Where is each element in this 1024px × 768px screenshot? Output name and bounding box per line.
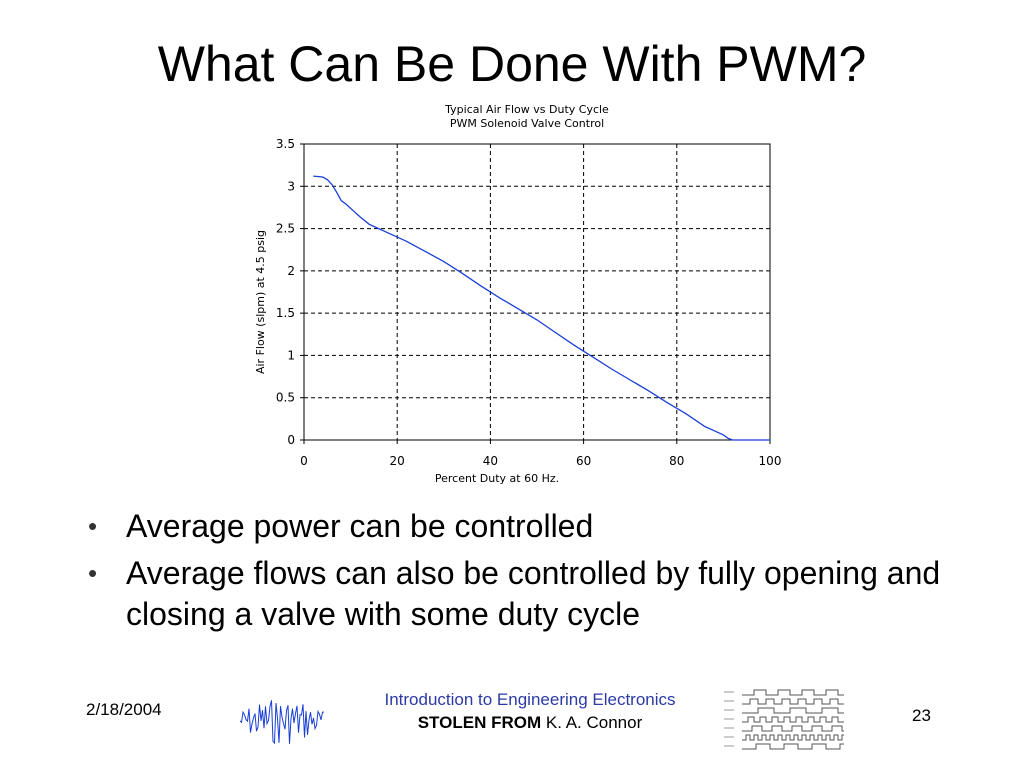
chart-title: Typical Air Flow vs Duty Cycle <box>444 103 609 116</box>
noise-signal-logo <box>240 700 325 745</box>
footer-date: 2/18/2004 <box>86 700 162 719</box>
bullet-icon: • <box>88 558 98 588</box>
y-tick-label: 2 <box>287 264 295 278</box>
x-tick-label: 80 <box>669 454 684 468</box>
x-tick-label: 40 <box>483 454 498 468</box>
bullet-list: • Average power can be controlled • Aver… <box>88 506 948 641</box>
bullet-text: Average flows can also be controlled by … <box>126 555 941 632</box>
plot-area <box>303 143 771 441</box>
y-tick-label: 2.5 <box>276 222 295 236</box>
footer-course: Introduction to Engineering Electronics <box>384 690 676 709</box>
footer-credit: STOLEN FROM K. A. Connor <box>330 711 730 734</box>
digital-waveform-logo <box>724 689 844 750</box>
x-axis-label: Percent Duty at 60 Hz. <box>435 472 559 485</box>
y-tick-label: 0.5 <box>276 391 295 405</box>
air-flow-chart: Typical Air Flow vs Duty Cycle PWM Soleno… <box>240 98 800 498</box>
x-tick-label: 60 <box>576 454 591 468</box>
x-tick-label: 0 <box>300 454 308 468</box>
footer-credit-name: K. A. Connor <box>541 713 643 732</box>
y-tick-label: 3 <box>287 179 295 193</box>
series-line <box>313 175 770 441</box>
y-tick-label: 1.5 <box>276 306 295 320</box>
slide-title: What Can Be Done With PWM? <box>157 36 867 92</box>
chart-subtitle: PWM Solenoid Valve Control <box>450 117 604 130</box>
bullet-text: Average power can be controlled <box>126 508 594 544</box>
bullet-item: • Average power can be controlled <box>88 506 948 547</box>
footer-credit-label: STOLEN FROM <box>417 713 542 732</box>
bullet-item: • Average flows can also be controlled b… <box>88 553 948 635</box>
x-tick-label: 100 <box>759 454 782 468</box>
page-number: 23 <box>912 706 931 725</box>
y-tick-label: 3.5 <box>276 137 295 151</box>
y-axis-label: Air Flow (slpm) at 4.5 psig <box>254 230 267 374</box>
y-tick-label: 0 <box>287 433 295 447</box>
footer-center: Introduction to Engineering Electronics … <box>330 688 730 734</box>
bullet-icon: • <box>88 511 98 541</box>
y-tick-label: 1 <box>287 348 295 362</box>
x-tick-label: 20 <box>390 454 405 468</box>
